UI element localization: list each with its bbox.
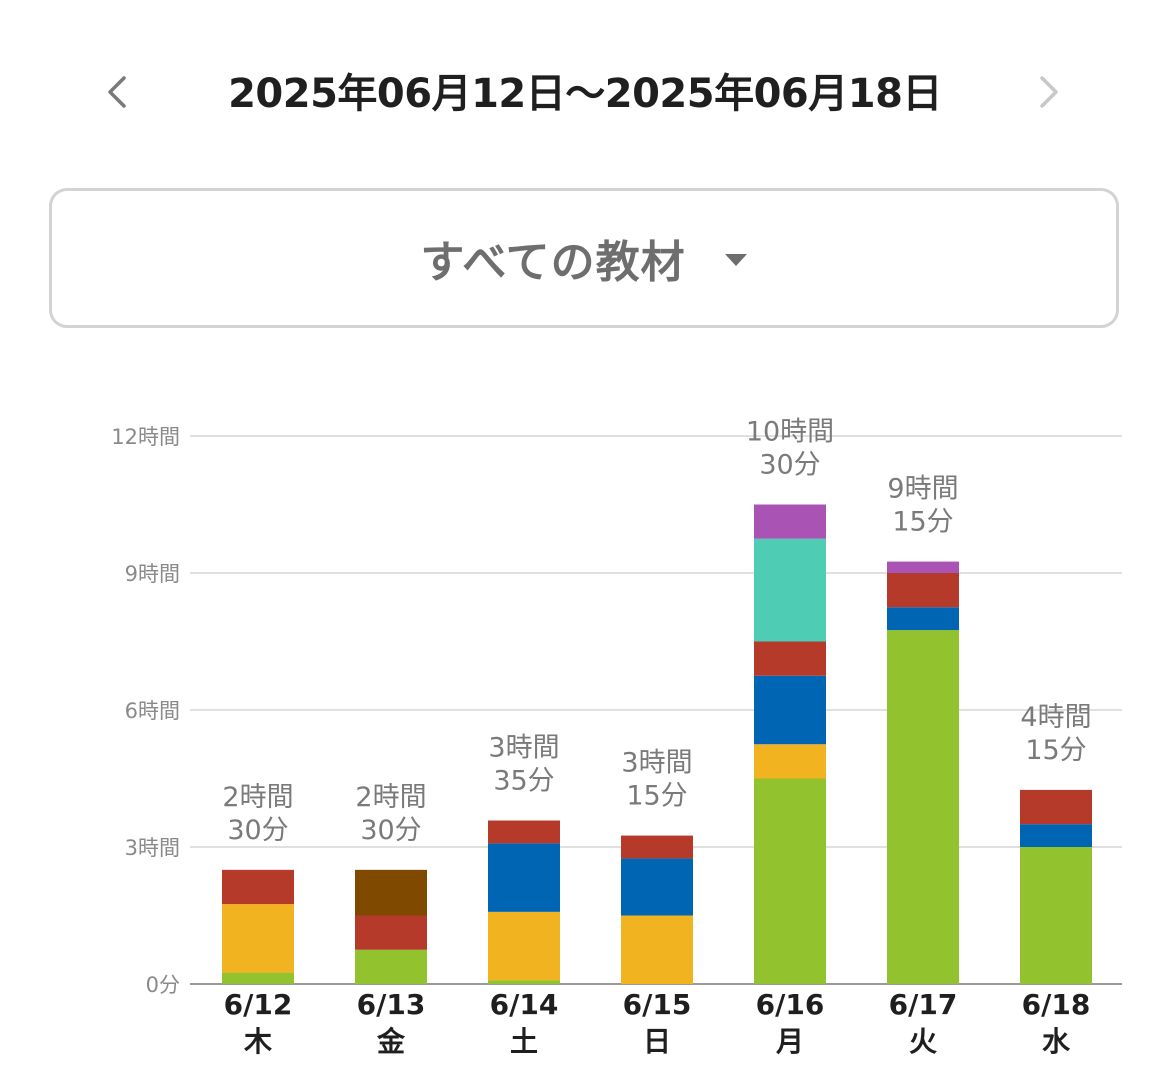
total-label-hours: 10時間 — [746, 417, 834, 448]
chevron-left-icon — [108, 76, 126, 108]
bar-segment — [1020, 847, 1092, 984]
bar-segment — [754, 641, 826, 676]
bar-segment — [887, 561, 959, 573]
y-tick-label: 12時間 — [111, 425, 180, 449]
bar-segment — [488, 843, 560, 912]
bar-segment — [754, 504, 826, 539]
next-week-button[interactable] — [1020, 62, 1080, 122]
chevron-right-icon — [1040, 76, 1058, 108]
x-tick-date: 6/17 — [889, 988, 958, 1021]
bar-segment — [488, 911, 560, 981]
x-tick-weekday: 月 — [775, 1025, 804, 1058]
y-tick-label: 0分 — [146, 973, 180, 997]
bar-segment — [754, 538, 826, 642]
bar-segment — [621, 858, 693, 916]
bar-segment — [355, 949, 427, 984]
bar-segment — [754, 675, 826, 745]
bar-segment — [887, 607, 959, 631]
total-label-minutes: 15分 — [892, 507, 953, 538]
total-label-hours: 2時間 — [355, 782, 426, 813]
bar-segment — [1020, 824, 1092, 847]
bar-segment — [355, 915, 427, 950]
total-label-hours: 3時間 — [488, 733, 559, 764]
bar-segment — [488, 820, 560, 844]
x-tick-date: 6/13 — [357, 988, 426, 1021]
x-tick-weekday: 水 — [1042, 1025, 1071, 1058]
bar-segment — [222, 869, 294, 905]
bar-segment — [222, 972, 294, 984]
total-label-hours: 4時間 — [1020, 702, 1091, 733]
material-filter-label: すべての教材 — [420, 237, 686, 288]
bar-segment — [887, 630, 959, 984]
total-label-minutes: 30分 — [227, 815, 288, 846]
bar-segment — [754, 744, 826, 779]
material-filter-dropdown[interactable]: すべての教材 — [49, 188, 1119, 328]
total-label-hours: 3時間 — [621, 748, 692, 779]
x-tick-weekday: 土 — [510, 1025, 538, 1058]
x-tick-weekday: 日 — [643, 1025, 671, 1058]
caret-down-icon — [724, 253, 748, 267]
bar-segment — [222, 904, 294, 973]
bar-segment — [887, 573, 959, 608]
y-tick-label: 9時間 — [125, 562, 180, 586]
total-label-minutes: 15分 — [1025, 735, 1086, 766]
total-label-minutes: 30分 — [360, 815, 421, 846]
total-label-minutes: 30分 — [759, 450, 820, 481]
x-tick-date: 6/18 — [1022, 988, 1091, 1021]
bar-segment — [1020, 789, 1092, 825]
total-label-minutes: 35分 — [493, 766, 554, 797]
x-tick-weekday: 火 — [909, 1025, 937, 1058]
x-tick-weekday: 金 — [376, 1025, 406, 1058]
bar-segment — [488, 980, 560, 984]
bar-segment — [621, 915, 693, 984]
total-label-hours: 9時間 — [887, 474, 958, 505]
x-tick-date: 6/15 — [623, 988, 692, 1021]
bar-segment — [621, 835, 693, 859]
date-range-title: 2025年06月12日～2025年06月18日 — [228, 71, 942, 117]
x-tick-date: 6/16 — [756, 988, 825, 1021]
total-label-minutes: 15分 — [626, 781, 687, 812]
total-label-hours: 2時間 — [222, 782, 293, 813]
prev-week-button[interactable] — [86, 62, 146, 122]
x-tick-weekday: 木 — [243, 1025, 272, 1058]
y-tick-label: 3時間 — [125, 836, 180, 860]
x-tick-date: 6/12 — [224, 988, 293, 1021]
y-tick-label: 6時間 — [125, 699, 180, 723]
x-tick-date: 6/14 — [490, 988, 559, 1021]
bar-segment — [355, 869, 427, 916]
bar-segment — [754, 778, 826, 984]
